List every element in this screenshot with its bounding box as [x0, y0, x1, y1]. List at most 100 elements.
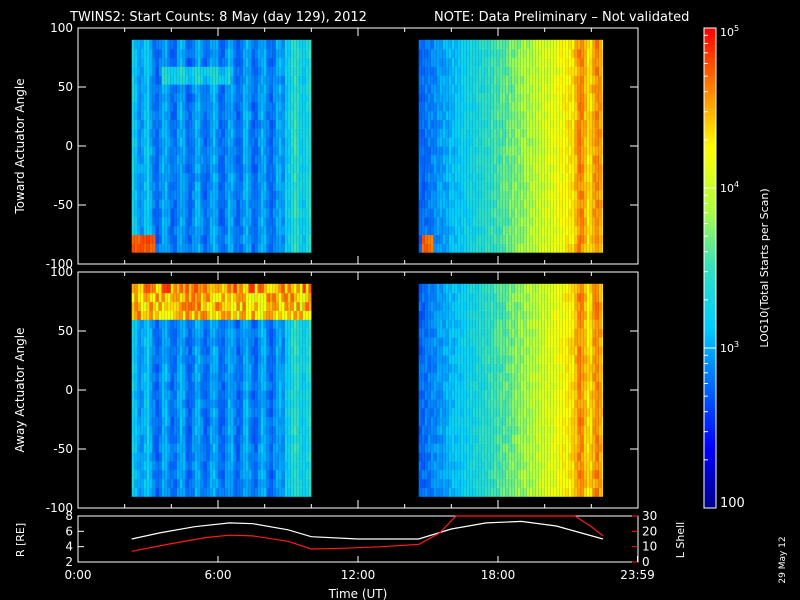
heatmap-cell — [469, 190, 473, 200]
heatmap-cell — [601, 181, 603, 191]
heatmap-cell — [532, 225, 536, 236]
heatmap-cell — [499, 163, 503, 174]
heatmap-cell — [454, 48, 458, 59]
heatmap-cell — [188, 469, 192, 480]
heatmap-cell — [143, 57, 147, 67]
heatmap-cell — [287, 363, 291, 373]
heatmap-cell — [260, 39, 264, 50]
heatmap-cell — [254, 146, 258, 156]
heatmap-cell — [451, 301, 455, 311]
heatmap-cell — [218, 181, 222, 191]
heatmap-cell — [463, 283, 467, 294]
heatmap-cell — [194, 478, 198, 488]
heatmap-cell — [194, 66, 198, 76]
heatmap-cell — [508, 119, 512, 129]
heatmap-cell — [176, 181, 180, 191]
heatmap-cell — [299, 354, 303, 364]
heatmap-cell — [544, 128, 548, 138]
heatmap-cell — [254, 390, 258, 400]
heatmap-cell — [496, 243, 500, 253]
heatmap-cell — [164, 390, 168, 400]
heatmap-cell — [299, 336, 303, 347]
heatmap-cell — [176, 407, 180, 418]
heatmap-cell — [445, 292, 449, 303]
heatmap-cell — [221, 478, 225, 488]
heatmap-cell — [266, 390, 270, 400]
heatmap-cell — [245, 434, 249, 444]
heatmap-cell — [251, 328, 255, 338]
heatmap-cell — [242, 469, 246, 480]
heatmap-cell — [577, 243, 581, 253]
heatmap-cell — [457, 434, 461, 444]
heatmap-cell — [565, 66, 569, 76]
heatmap-cell — [586, 216, 590, 227]
heatmap-cell — [541, 66, 545, 76]
heatmap-cell — [421, 39, 425, 50]
heatmap-cell — [586, 84, 590, 94]
heatmap-cell — [191, 372, 195, 382]
heatmap-cell — [493, 110, 497, 121]
heatmap-cell — [442, 48, 446, 59]
heatmap-cell — [293, 416, 297, 426]
heatmap-cell — [263, 110, 267, 121]
heatmap-cell — [227, 319, 231, 329]
heatmap-cell — [182, 381, 186, 391]
heatmap-cell — [308, 319, 312, 329]
heatmap-cell — [598, 84, 602, 94]
heatmap-cell — [580, 154, 584, 165]
heatmap-cell — [296, 381, 300, 391]
heatmap-cell — [152, 92, 156, 103]
heatmap-cell — [137, 319, 141, 329]
heatmap-cell — [194, 354, 198, 364]
heatmap-cell — [448, 57, 452, 67]
heatmap-cell — [191, 119, 195, 129]
heatmap-cell — [493, 207, 497, 218]
heatmap-cell — [242, 478, 246, 488]
heatmap-cell — [140, 137, 144, 147]
heatmap-cell — [257, 451, 261, 462]
heatmap-cell — [457, 328, 461, 338]
heatmap-cell — [439, 381, 443, 391]
heatmap-cell — [559, 57, 563, 67]
heatmap-cell — [137, 146, 141, 156]
heatmap-cell — [421, 345, 425, 356]
heatmap-cell — [430, 39, 434, 50]
heatmap-cell — [212, 154, 216, 165]
heatmap-cell — [305, 190, 309, 200]
heatmap-cell — [206, 39, 210, 50]
heatmap-cell — [209, 66, 213, 76]
heatmap-cell — [167, 39, 171, 50]
heatmap-cell — [233, 310, 237, 320]
heatmap-cell — [296, 225, 300, 236]
heatmap-cell — [242, 434, 246, 444]
heatmap-cell — [263, 451, 267, 462]
heatmap-cell — [466, 199, 470, 209]
heatmap-cell — [454, 398, 458, 409]
heatmap-cell — [424, 310, 428, 320]
heatmap-cell — [167, 292, 171, 303]
heatmap-cell — [200, 92, 204, 103]
heatmap-cell — [424, 443, 428, 453]
heatmap-cell — [454, 199, 458, 209]
heatmap-cell — [179, 190, 183, 200]
heatmap-cell — [562, 128, 566, 138]
heatmap-cell — [571, 128, 575, 138]
heatmap-cell — [266, 434, 270, 444]
heatmap-cell — [161, 354, 165, 364]
heatmap-cell — [260, 57, 264, 67]
heatmap-cell — [245, 478, 249, 488]
heatmap-cell — [272, 292, 276, 303]
heatmap-cell — [284, 92, 288, 103]
heatmap-cell — [430, 190, 434, 200]
heatmap-cell — [227, 363, 231, 373]
heatmap-cell — [580, 92, 584, 103]
heatmap-cell — [433, 57, 437, 67]
heatmap-cell — [269, 487, 273, 497]
heatmap-cell — [595, 66, 599, 76]
heatmap-cell — [236, 283, 240, 294]
heatmap-cell — [430, 75, 434, 85]
heatmap-cell — [179, 345, 183, 356]
heatmap-cell — [463, 390, 467, 400]
heatmap-cell — [538, 48, 542, 59]
heatmap-cell — [137, 172, 141, 182]
